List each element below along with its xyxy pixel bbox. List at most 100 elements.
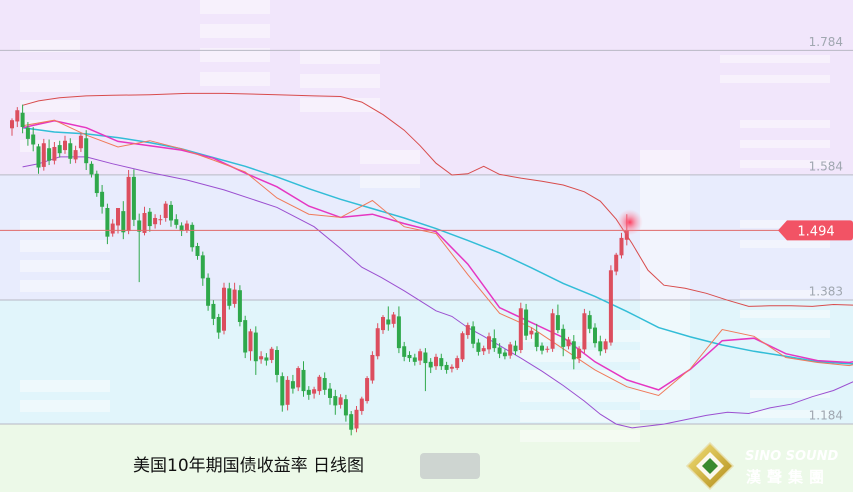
chart-title: 美国10年期国债收益率 日线图 <box>133 456 364 476</box>
candle-body-78 <box>423 352 428 364</box>
candle-body-35 <box>195 246 200 256</box>
candle-body-17 <box>100 191 105 207</box>
candle-body-93 <box>502 352 507 357</box>
gridlines <box>0 49 853 425</box>
candle-body-12 <box>73 150 78 160</box>
candle-body-69 <box>375 328 380 357</box>
candle-body-101 <box>545 348 550 350</box>
candle-body-16 <box>94 173 99 194</box>
candle-body-31 <box>174 219 179 225</box>
background-watermark <box>20 0 830 442</box>
candle-body-10 <box>63 140 67 151</box>
candle-body-37 <box>206 277 211 306</box>
candle-body-62 <box>338 397 343 405</box>
candle-body-30 <box>169 204 173 221</box>
candle-body-18 <box>105 208 110 237</box>
candle-body-4 <box>31 134 36 145</box>
candle-body-111 <box>598 341 603 352</box>
logo-diamond-icon <box>685 441 735 491</box>
y-tick-label-0: 1.784 <box>809 35 843 49</box>
candle-body-102 <box>550 313 555 349</box>
candle-body-82 <box>444 364 449 370</box>
candle-body-66 <box>359 398 364 412</box>
candle-body-91 <box>492 338 497 349</box>
candle-body-1 <box>15 110 20 122</box>
chart-title-group: 美国10年期国债收益率 日线图 <box>133 453 480 479</box>
candle-body-84 <box>455 358 460 369</box>
candle-body-21 <box>121 211 126 233</box>
candle-body-96 <box>518 308 523 351</box>
candle-body-98 <box>529 330 534 335</box>
candle-body-27 <box>153 217 158 225</box>
candle-body-51 <box>280 376 285 406</box>
candle-body-86 <box>465 325 470 336</box>
candle-body-104 <box>561 328 566 347</box>
y-tick-label-3: 1.184 <box>809 408 843 422</box>
candle-body-60 <box>328 388 332 398</box>
candlesticks <box>10 104 629 436</box>
logo-brand-en: SINO SOUND <box>745 449 839 464</box>
candle-body-20 <box>116 208 120 226</box>
candle-body-113 <box>608 270 613 343</box>
candle-body-114 <box>614 254 619 272</box>
candle-body-0 <box>10 120 14 129</box>
candle-body-8 <box>52 146 57 161</box>
candle-body-22 <box>126 176 131 232</box>
candle-body-77 <box>418 351 423 361</box>
candle-body-103 <box>555 315 560 331</box>
candle-body-59 <box>322 378 327 390</box>
last-price-tag: 1.494 <box>778 220 853 241</box>
candle-body-100 <box>540 345 544 351</box>
candle-body-29 <box>163 203 168 218</box>
candle-body-99 <box>534 332 539 347</box>
zone-1 <box>0 174 853 300</box>
candle-body-109 <box>587 315 592 329</box>
y-axis-ticks: 1.784 1.584 1.383 1.184 <box>809 35 843 423</box>
candle-body-112 <box>603 341 608 350</box>
candle-body-50 <box>275 350 279 375</box>
candle-body-72 <box>391 314 396 324</box>
candle-body-64 <box>349 414 354 430</box>
candle-body-79 <box>428 361 433 368</box>
candle-body-55 <box>301 369 306 392</box>
candle-body-70 <box>381 316 385 331</box>
candle-body-53 <box>290 381 295 389</box>
candle-body-24 <box>137 220 142 232</box>
candle-body-49 <box>269 348 274 360</box>
candle-body-6 <box>41 143 46 167</box>
logo: SINO SOUND 漢聲集團 <box>685 441 839 491</box>
candle-body-26 <box>147 211 152 227</box>
candle-body-94 <box>508 344 513 356</box>
candle-body-108 <box>582 313 587 350</box>
indicator-line-2 <box>22 126 853 365</box>
candle-body-32 <box>179 225 184 232</box>
zone-0 <box>0 0 853 175</box>
logo-brand-cn: 漢聲集團 <box>746 468 830 486</box>
candle-body-47 <box>259 356 264 360</box>
y-tick-label-2: 1.383 <box>809 285 843 299</box>
indicator-line-1 <box>22 156 853 429</box>
candle-body-7 <box>47 148 52 161</box>
candle-body-23 <box>131 176 136 220</box>
candle-body-110 <box>593 327 597 344</box>
candle-body-25 <box>142 212 147 233</box>
candle-body-65 <box>354 409 359 429</box>
candle-body-106 <box>571 341 576 360</box>
candle-body-5 <box>36 146 41 168</box>
candle-body-56 <box>306 389 311 395</box>
candle-body-33 <box>184 223 189 231</box>
candle-body-57 <box>312 389 317 394</box>
candle-body-2 <box>20 112 25 128</box>
candle-body-40 <box>222 287 226 331</box>
candle-body-115 <box>619 237 624 256</box>
candle-body-54 <box>296 368 301 388</box>
candle-body-73 <box>396 316 401 349</box>
candle-body-44 <box>243 320 248 353</box>
candle-body-58 <box>317 376 322 392</box>
candle-body-68 <box>370 354 375 381</box>
candle-body-89 <box>481 348 486 352</box>
candle-body-63 <box>343 399 348 416</box>
candle-body-85 <box>460 333 465 360</box>
candle-body-105 <box>566 339 571 347</box>
candle-body-42 <box>232 289 237 304</box>
